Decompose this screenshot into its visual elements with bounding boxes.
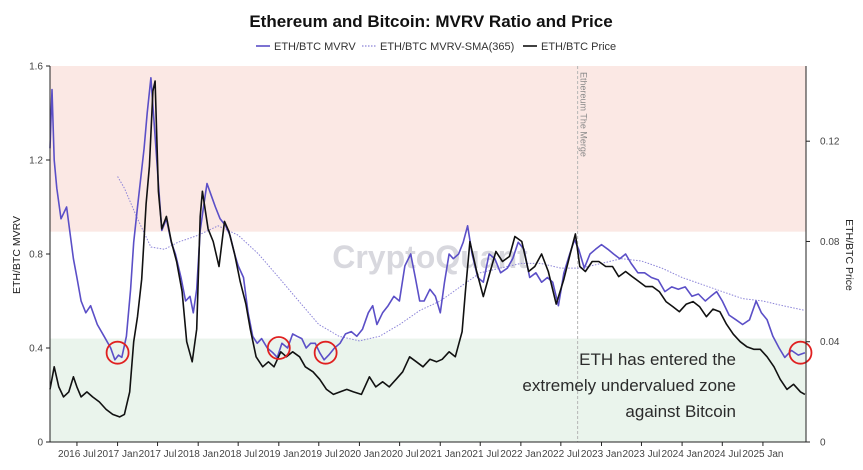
series-line-1 — [117, 176, 806, 342]
highlight-circle-0 — [105, 340, 130, 365]
x-tick-label-11: 2022 Jan — [500, 449, 541, 460]
x-tick-label-1: 2017 Jan — [97, 449, 138, 460]
legend-label-0: ETH/BTC MVRV — [274, 41, 356, 53]
annotation-line-3: against Bitcoin — [625, 402, 736, 421]
series-lines — [49, 77, 806, 418]
series-line-2 — [49, 80, 806, 418]
legend-label-1: ETH/BTC MVRV-SMA(365) — [380, 41, 514, 53]
x-tick-label-9: 2021 Jan — [420, 449, 461, 460]
x-tick-label-17: 2025 Jan — [742, 449, 783, 460]
zone-undervalued — [50, 338, 806, 442]
x-tick-label-2: 2017 Jul — [139, 449, 177, 460]
highlight-circle-1 — [266, 336, 291, 360]
x-tick-label-3: 2018 Jan — [178, 449, 219, 460]
y-axis-right-title: ETH/BTC Price — [843, 219, 855, 291]
x-tick-label-14: 2023 Jul — [623, 449, 661, 460]
legend-label-2: ETH/BTC Price — [541, 41, 616, 53]
y-right-tick-label-1: 0.04 — [820, 337, 840, 348]
x-tick-label-8: 2020 Jul — [381, 449, 419, 460]
merge-line: Ethereum The Merge — [577, 66, 589, 442]
x-tick-label-0: 2016 Jul — [58, 449, 96, 460]
x-tick-label-13: 2023 Jan — [581, 449, 622, 460]
x-tick-label-6: 2019 Jul — [300, 449, 338, 460]
annotation-line-1: ETH has entered the — [579, 350, 736, 369]
y-left-tick-label-4: 1.6 — [29, 62, 43, 73]
chart-title: Ethereum and Bitcoin: MVRV Ratio and Pri… — [249, 12, 612, 31]
y-left-tick-label-0: 0 — [37, 438, 43, 449]
y-left-tick-label-1: 0.4 — [29, 344, 43, 355]
merge-label: Ethereum The Merge — [579, 72, 589, 157]
x-tick-label-4: 2018 Jul — [219, 449, 257, 460]
highlight-circle-2 — [313, 340, 338, 365]
series-line-0 — [49, 77, 806, 361]
y-left-tick-label-3: 1.2 — [29, 156, 43, 167]
highlight-circles — [105, 336, 813, 365]
y-right-tick-label-0: 0 — [820, 438, 826, 449]
legend: ETH/BTC MVRV ETH/BTC MVRV-SMA(365) ETH/BTC… — [256, 41, 616, 53]
zones — [50, 66, 806, 442]
y-axis-left-title: ETH/BTC MVRV — [11, 216, 23, 294]
x-tick-label-16: 2024 Jul — [703, 449, 741, 460]
zone-overvalued — [50, 66, 806, 232]
y-right-tick-label-3: 0.12 — [820, 137, 840, 148]
annotation: ETH has entered the extremely undervalue… — [522, 350, 736, 421]
annotation-line-2: extremely undervalued zone — [522, 376, 736, 395]
y-right-tick-label-2: 0.08 — [820, 237, 840, 248]
x-tick-label-7: 2020 Jan — [339, 449, 380, 460]
y-left-tick-label-2: 0.8 — [29, 250, 43, 261]
x-tick-label-12: 2022 Jul — [542, 449, 580, 460]
x-tick-label-15: 2024 Jan — [662, 449, 703, 460]
x-tick-label-5: 2019 Jan — [258, 449, 299, 460]
x-tick-label-10: 2021 Jul — [461, 449, 499, 460]
highlight-circle-3 — [788, 340, 813, 365]
